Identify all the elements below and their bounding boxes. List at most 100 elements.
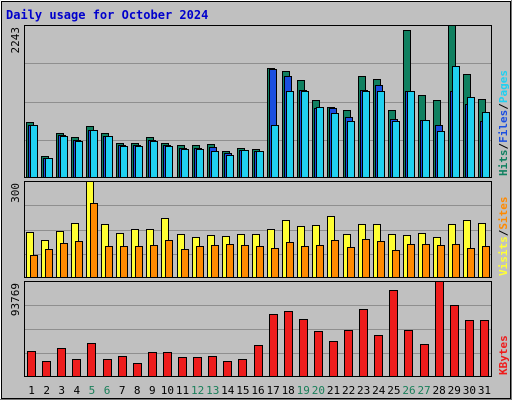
day-label-25: 25 [387,384,400,397]
bar-pages-day-9 [150,141,158,178]
legend-entry: Visits [497,236,510,276]
bar-kbytes-day-31 [480,320,489,377]
bar-pages-day-4 [75,141,83,178]
bar-sites-day-15 [241,245,249,278]
bar-pages-day-21 [331,113,339,178]
bar-sites-day-11 [181,249,189,278]
bar-pages-day-17 [271,125,279,178]
y-axis-max-label: 300 [9,183,22,203]
bar-pages-day-6 [105,136,113,178]
day-label-9: 9 [149,384,156,397]
legend-entry: / [497,229,510,236]
bar-pages-day-8 [135,146,143,178]
bar-kbytes-day-7 [118,356,127,377]
bar-kbytes-day-13 [208,356,217,377]
bar-kbytes-day-11 [178,357,187,377]
bar-sites-day-20 [316,245,324,278]
panel-border [24,25,492,178]
bar-kbytes-day-21 [329,341,338,377]
bar-kbytes-day-1 [27,351,36,377]
bar-sites-day-14 [226,244,234,278]
day-label-4: 4 [74,384,81,397]
bar-kbytes-day-14 [223,361,232,377]
bar-sites-day-1 [30,255,38,278]
bar-sites-day-6 [105,246,113,278]
bar-pages-day-26 [407,91,415,178]
day-label-17: 17 [266,384,279,397]
bar-pages-day-18 [286,91,294,178]
bar-kbytes-day-22 [344,330,353,377]
day-label-30: 30 [463,384,476,397]
bar-sites-day-13 [211,245,219,278]
panel-border [24,281,492,377]
bar-sites-day-7 [120,246,128,278]
bar-sites-day-8 [135,246,143,278]
bar-kbytes-day-16 [254,345,263,377]
bar-kbytes-day-20 [314,331,323,377]
day-label-26: 26 [402,384,415,397]
day-label-23: 23 [357,384,370,397]
day-labels: 1 2 3 4 5 6 7 8 9 10 11 12 13 14 15 16 17 18 19 20 21 22 23 24 2… [28,384,491,397]
chart-title: Daily usage for October 2024 [6,8,208,22]
day-label-1: 1 [28,384,35,397]
day-label-28: 28 [433,384,446,397]
bar-pages-day-5 [90,130,98,178]
day-label-16: 16 [251,384,264,397]
day-label-18: 18 [282,384,295,397]
bar-sites-day-9 [150,245,158,278]
bar-pages-day-12 [196,149,204,178]
bar-pages-day-11 [181,149,189,178]
bar-kbytes-day-12 [193,357,202,377]
legend-entry: Pages [497,70,510,103]
bar-sites-day-5 [90,203,98,278]
bar-sites-day-21 [331,240,339,278]
day-label-3: 3 [58,384,65,397]
bar-kbytes-day-5 [87,343,96,377]
day-label-12: 12 [191,384,204,397]
day-label-21: 21 [327,384,340,397]
bar-pages-day-27 [422,120,430,178]
bar-pages-day-31 [482,112,490,178]
bar-sites-day-17 [271,248,279,278]
series-sites [30,203,490,278]
legend-entry: / [497,103,510,110]
bar-kbytes-day-28 [435,281,444,377]
panel-volume: 93769 KBytes [9,281,510,377]
day-label-24: 24 [372,384,386,397]
bar-kbytes-day-9 [148,352,157,377]
bar-kbytes-day-27 [420,344,429,377]
bar-pages-day-3 [60,136,68,178]
bar-kbytes-day-19 [299,319,308,377]
bar-pages-day-30 [467,97,475,178]
series-kbytes [27,281,489,377]
bar-sites-day-12 [196,246,204,278]
day-label-11: 11 [176,384,189,397]
bar-sites-day-23 [362,239,370,278]
bar-kbytes-day-8 [133,363,142,377]
bar-kbytes-day-29 [450,305,459,377]
bar-pages-day-19 [301,91,309,178]
bar-pages-day-28 [437,131,445,178]
day-label-5: 5 [89,384,96,397]
legend-entry: / [497,143,510,150]
bar-pages-day-10 [165,146,173,178]
bar-kbytes-day-18 [284,311,293,377]
bar-sites-day-2 [45,249,53,278]
day-label-15: 15 [236,384,249,397]
legend-requests: Hits/Files/Pages [497,70,510,176]
bar-pages-day-2 [45,158,53,178]
day-label-13: 13 [206,384,219,397]
bar-pages-day-1 [30,125,38,178]
bar-pages-day-14 [226,155,234,178]
legend-entry: Hits [497,150,510,177]
bar-pages-day-15 [241,150,249,178]
legend-entry: Files [497,110,510,143]
bar-kbytes-day-10 [163,352,172,377]
bar-sites-day-28 [437,245,445,278]
bar-pages-day-23 [362,91,370,178]
bar-pages-day-7 [120,146,128,178]
bar-sites-day-18 [286,242,294,278]
